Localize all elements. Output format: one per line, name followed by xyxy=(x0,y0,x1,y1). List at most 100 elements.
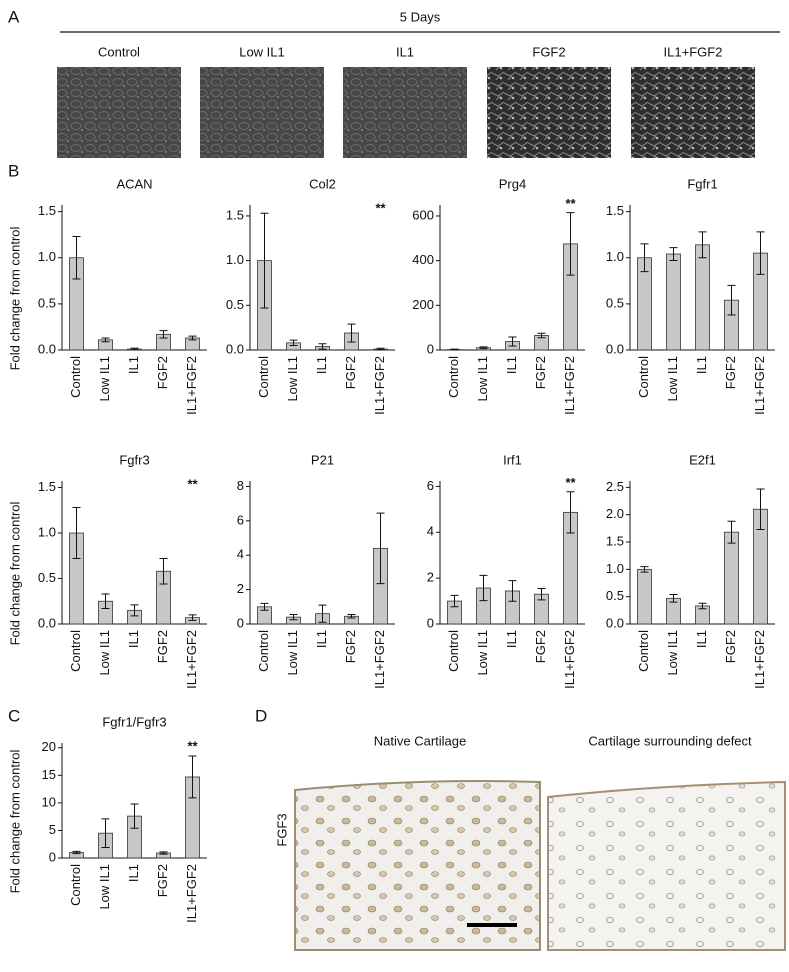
image xyxy=(57,67,181,158)
image-title: Cartilage surrounding defect xyxy=(588,733,752,748)
x-tick-label: Low IL1 xyxy=(97,630,112,676)
x-tick-label: FGF2 xyxy=(155,356,170,389)
y-tick-label: 0.5 xyxy=(226,297,244,312)
x-tick-label: Low IL1 xyxy=(475,630,490,676)
y-axis-label: Fold change from control xyxy=(7,749,22,893)
x-tick-label: Low IL1 xyxy=(665,630,680,676)
image xyxy=(631,67,755,158)
bar xyxy=(667,254,681,350)
y-tick-label: 200 xyxy=(412,297,434,312)
y-tick-label: 15 xyxy=(42,767,56,782)
image-title: IL1 xyxy=(396,44,414,59)
x-tick-label: IL1 xyxy=(694,630,709,648)
x-tick-label: IL1+FGF2 xyxy=(562,356,577,415)
y-tick-label: 0 xyxy=(237,615,244,630)
image-title: Control xyxy=(98,44,140,59)
image-title: Low IL1 xyxy=(239,44,285,59)
x-tick-label: IL1 xyxy=(314,356,329,374)
x-tick-label: Low IL1 xyxy=(665,356,680,402)
panel-title: 5 Days xyxy=(400,9,441,24)
significance: ** xyxy=(375,200,386,215)
row-label: FGF3 xyxy=(274,813,289,846)
x-tick-label: Low IL1 xyxy=(97,864,112,910)
bar xyxy=(696,245,710,350)
x-tick-label: Control xyxy=(68,356,83,398)
tissue xyxy=(548,782,785,950)
x-tick-label: FGF2 xyxy=(723,630,738,663)
y-tick-label: 2 xyxy=(427,570,434,585)
y-tick-label: 0 xyxy=(427,615,434,630)
x-tick-label: IL1+FGF2 xyxy=(752,356,767,415)
x-tick-label: IL1 xyxy=(126,630,141,648)
chart-title: Irf1 xyxy=(503,452,522,467)
error-bar xyxy=(451,349,459,350)
y-tick-label: 20 xyxy=(42,739,56,754)
x-tick-label: Low IL1 xyxy=(285,630,300,676)
x-tick-label: IL1+FGF2 xyxy=(184,356,199,415)
x-tick-label: IL1 xyxy=(694,356,709,374)
y-tick-label: 0.0 xyxy=(226,341,244,356)
chart-title: Fgfr1 xyxy=(687,176,717,191)
x-tick-label: Control xyxy=(256,356,271,398)
y-tick-label: 1.0 xyxy=(226,252,244,267)
x-tick-label: Low IL1 xyxy=(285,356,300,402)
bar xyxy=(638,569,652,624)
significance: ** xyxy=(565,475,576,490)
x-tick-label: IL1 xyxy=(314,630,329,648)
chart-title: E2f1 xyxy=(689,452,716,467)
y-tick-label: 6 xyxy=(427,478,434,493)
x-tick-label: Control xyxy=(636,356,651,398)
panel-label: B xyxy=(8,161,19,180)
y-tick-label: 0.5 xyxy=(606,588,624,603)
x-tick-label: IL1+FGF2 xyxy=(372,630,387,689)
y-tick-label: 1.0 xyxy=(38,249,56,264)
image xyxy=(343,67,467,158)
image-title: FGF2 xyxy=(532,44,565,59)
y-tick-label: 1.0 xyxy=(606,249,624,264)
y-axis-label: Fold change from control xyxy=(7,501,22,645)
x-tick-label: FGF2 xyxy=(155,864,170,897)
x-tick-label: IL1 xyxy=(504,356,519,374)
y-tick-label: 1.5 xyxy=(606,203,624,218)
x-tick-label: IL1+FGF2 xyxy=(184,864,199,923)
x-tick-label: FGF2 xyxy=(533,356,548,389)
y-tick-label: 4 xyxy=(427,524,434,539)
panel-label: A xyxy=(8,7,20,26)
image xyxy=(200,67,324,158)
chart-title: Col2 xyxy=(309,176,336,191)
y-tick-label: 2.0 xyxy=(606,506,624,521)
y-tick-label: 0.5 xyxy=(38,295,56,310)
x-tick-label: Control xyxy=(636,630,651,672)
y-tick-label: 0 xyxy=(427,341,434,356)
x-tick-label: Low IL1 xyxy=(97,356,112,402)
y-tick-label: 600 xyxy=(412,207,434,222)
y-tick-label: 0.5 xyxy=(38,570,56,585)
chart-title: P21 xyxy=(311,452,334,467)
y-tick-label: 1.5 xyxy=(38,203,56,218)
x-tick-label: Control xyxy=(68,864,83,906)
chart-title: Fgfr3 xyxy=(119,452,149,467)
y-tick-label: 1.5 xyxy=(226,207,244,222)
y-tick-label: 0 xyxy=(49,849,56,864)
chart-title: ACAN xyxy=(116,176,152,191)
x-tick-label: FGF2 xyxy=(723,356,738,389)
panel-label: C xyxy=(8,706,20,725)
image xyxy=(487,67,611,158)
y-tick-label: 1.0 xyxy=(606,561,624,576)
x-tick-label: FGF2 xyxy=(343,356,358,389)
y-tick-label: 5 xyxy=(49,822,56,837)
x-tick-label: Control xyxy=(446,630,461,672)
x-tick-label: FGF2 xyxy=(533,630,548,663)
x-tick-label: Control xyxy=(446,356,461,398)
x-tick-label: IL1 xyxy=(504,630,519,648)
y-tick-label: 0.0 xyxy=(38,615,56,630)
chart-title: Fgfr1/Fgfr3 xyxy=(102,714,166,729)
x-tick-label: IL1 xyxy=(126,356,141,374)
x-tick-label: FGF2 xyxy=(155,630,170,663)
x-tick-label: Control xyxy=(68,630,83,672)
x-tick-label: FGF2 xyxy=(343,630,358,663)
x-tick-label: IL1+FGF2 xyxy=(752,630,767,689)
y-tick-label: 2 xyxy=(237,581,244,596)
significance: ** xyxy=(565,196,576,211)
